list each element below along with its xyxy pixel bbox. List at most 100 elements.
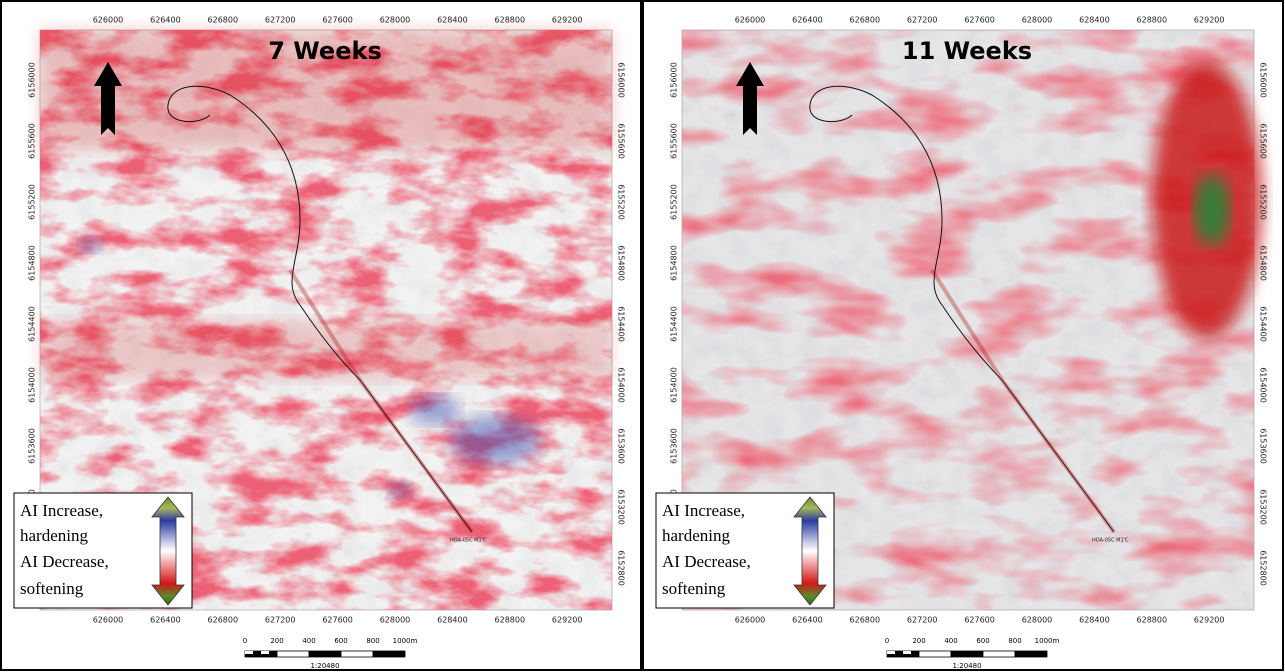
y-tick-label: 6156000	[1259, 62, 1268, 98]
x-tick-label: 629200	[552, 16, 583, 25]
y-tick-label: 6154000	[28, 367, 37, 403]
scale-segment	[919, 651, 951, 657]
maps: HOA-05C M1'C 7 Weeks 626000 626000 626400 626…	[0, 0, 1285, 672]
scale-subsegment	[911, 651, 919, 654]
scale-label: 0	[885, 637, 889, 645]
scale-ratio: 1:20480	[952, 662, 981, 670]
scale-subsegment	[245, 651, 253, 654]
y-tick-label: 6152800	[1259, 550, 1268, 586]
y-tick-label: 6154800	[28, 245, 37, 281]
y-tick-label: 6154400	[1259, 306, 1268, 342]
y-tick-label: 6154400	[670, 306, 679, 342]
y-tick-label: 6155600	[670, 123, 679, 159]
x-tick-label: 626800	[850, 616, 881, 625]
x-tick-label: 628800	[495, 16, 526, 25]
y-tick-label: 6153200	[617, 489, 626, 525]
x-tick-label: 628400	[1079, 16, 1110, 25]
x-tick-label: 627200	[907, 16, 938, 25]
x-tick-label: 626000	[735, 616, 766, 625]
legend-text: softening	[20, 579, 84, 598]
x-tick-label: 626800	[208, 616, 239, 625]
y-tick-label: 6156000	[28, 62, 37, 98]
y-tick-label: 6155200	[670, 184, 679, 220]
x-tick-label: 628800	[1137, 616, 1168, 625]
x-tick-label: 627200	[907, 616, 938, 625]
scale-segment	[983, 651, 1015, 657]
scale-segment	[1015, 651, 1047, 657]
scale-label: 200	[270, 637, 283, 645]
scale-label: 800	[366, 637, 379, 645]
scale-label: 400	[944, 637, 957, 645]
blue-anomaly	[78, 237, 102, 253]
y-tick-label: 6155600	[28, 123, 37, 159]
scale-subsegment	[253, 651, 261, 654]
y-tick-label: 6154400	[617, 306, 626, 342]
figure: HOA-05C M1'C 7 Weeks 626000 626000 626400 626…	[0, 0, 1285, 672]
scale-label: 200	[912, 637, 925, 645]
map-panel: HOA-05C M1'C11 Weeks62600062600062640062…	[643, 1, 1283, 670]
x-tick-label: 626000	[93, 16, 124, 25]
x-tick-label: 627600	[322, 616, 353, 625]
y-tick-label: 6154000	[670, 367, 679, 403]
scale-label: 400	[302, 637, 315, 645]
green-anomaly	[1194, 175, 1230, 245]
x-tick-label: 626400	[150, 16, 181, 25]
blue-anomaly	[450, 415, 540, 465]
x-tick-label: 629200	[1194, 16, 1225, 25]
x-tick-label: 628000	[1022, 616, 1053, 625]
x-tick-label: 629200	[1194, 616, 1225, 625]
scale-subsegment	[269, 651, 277, 654]
scale-subsegment	[903, 651, 911, 654]
scale-segment	[341, 651, 373, 657]
legend-text: AI Decrease,	[20, 552, 109, 571]
map-panel: HOA-05C M1'C 7 Weeks 626000 626000 626400 626…	[1, 1, 641, 670]
scale-segment	[277, 651, 309, 657]
y-tick-label: 6153600	[28, 428, 37, 464]
x-tick-label: 629200	[552, 616, 583, 625]
y-tick-label: 6153200	[1259, 489, 1268, 525]
well-label: HOA-05C M1'C	[450, 538, 487, 544]
scale-label: 600	[976, 637, 989, 645]
x-tick-label: 627600	[322, 16, 353, 25]
scale-ratio: 1:20480	[310, 662, 339, 670]
scale-subsegment	[895, 651, 903, 654]
x-tick-label: 627600	[964, 616, 995, 625]
y-tick-label: 6153600	[617, 428, 626, 464]
legend-text: AI Increase,	[20, 501, 103, 520]
x-tick-label: 628800	[1137, 16, 1168, 25]
x-tick-label: 628400	[1079, 616, 1110, 625]
x-tick-label: 626400	[150, 616, 181, 625]
well-label: HOA-05C M1'C	[1092, 538, 1129, 544]
y-tick-label: 6155200	[1259, 184, 1268, 220]
scale-label: 1000m	[1035, 637, 1060, 645]
scale-subsegment	[261, 651, 269, 654]
x-tick-label: 626000	[93, 616, 124, 625]
scale-subsegment	[887, 651, 895, 654]
y-tick-label: 6153600	[670, 428, 679, 464]
y-tick-label: 6154800	[670, 245, 679, 281]
legend-text: AI Decrease,	[662, 552, 751, 571]
x-tick-label: 628800	[495, 616, 526, 625]
x-tick-label: 628000	[1022, 16, 1053, 25]
legend-text: AI Increase,	[662, 501, 745, 520]
x-tick-label: 628000	[380, 616, 411, 625]
panel-title: 11 Weeks	[902, 37, 1032, 65]
blue-anomaly	[410, 395, 460, 425]
scale-segment	[373, 651, 405, 657]
legend-text: hardening	[20, 526, 88, 545]
scale-segment	[951, 651, 983, 657]
y-tick-label: 6154000	[617, 367, 626, 403]
y-tick-label: 6155200	[28, 184, 37, 220]
y-tick-label: 6156000	[617, 62, 626, 98]
panel-title: 7 Weeks	[268, 37, 381, 65]
scale-segment	[309, 651, 341, 657]
y-tick-label: 6155600	[1259, 123, 1268, 159]
scale-label: 1000m	[393, 637, 418, 645]
legend-text: softening	[662, 579, 726, 598]
y-tick-label: 6152800	[617, 550, 626, 586]
x-tick-label: 626400	[792, 616, 823, 625]
y-tick-label: 6153600	[1259, 428, 1268, 464]
x-tick-label: 626800	[208, 16, 239, 25]
y-tick-label: 6156000	[670, 62, 679, 98]
x-tick-label: 627600	[964, 16, 995, 25]
